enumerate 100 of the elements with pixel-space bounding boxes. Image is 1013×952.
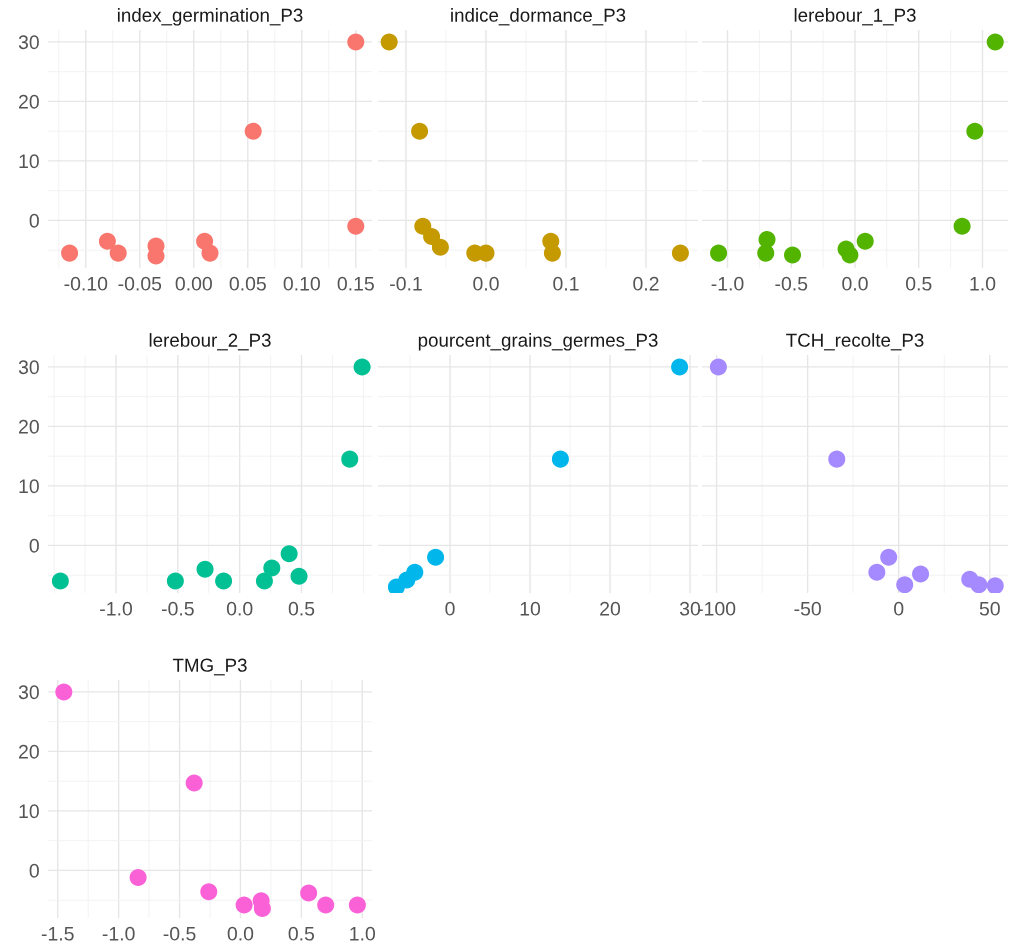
point [341, 450, 359, 468]
x-tick-label: -0.5 [775, 276, 808, 291]
point [912, 565, 930, 583]
chart-title: lerebour_1_P3 [794, 8, 916, 26]
x-tick-label: -50 [794, 601, 821, 616]
point [856, 232, 874, 250]
point [235, 896, 253, 914]
x-tick-label: 0.0 [842, 276, 868, 291]
point [896, 576, 914, 593]
y-tick-label: 20 [19, 94, 39, 109]
x-tick-label: -0.1 [390, 276, 422, 291]
point [671, 358, 689, 376]
chart-title: TCH_recolte_P3 [786, 333, 924, 351]
point [215, 572, 233, 590]
point [431, 238, 449, 256]
point [380, 33, 398, 51]
point [244, 122, 262, 140]
x-tick-label: 0.0 [227, 926, 254, 941]
x-tick-label: 20 [600, 601, 621, 616]
point [709, 358, 727, 376]
point [255, 572, 273, 590]
point [411, 122, 429, 140]
chart-title: lerebour_2_P3 [149, 333, 271, 351]
chart-title: pourcent_grains_germes_P3 [418, 333, 658, 351]
x-tick-label: 1.0 [350, 926, 376, 941]
point [868, 563, 886, 581]
point [757, 244, 775, 262]
x-tick-label: 0.00 [175, 276, 212, 291]
x-tick-label: 0 [894, 601, 904, 616]
point [347, 33, 365, 51]
x-tick-label: 0.05 [229, 276, 266, 291]
point [543, 244, 561, 262]
y-tick-label: 10 [19, 804, 39, 819]
y-tick-label: 0 [29, 538, 39, 553]
point [427, 548, 445, 566]
point [263, 559, 281, 577]
point [290, 567, 308, 585]
chart-title: index_germination_P3 [117, 8, 303, 26]
point [828, 450, 846, 468]
point [166, 572, 184, 590]
y-tick-label: 10 [19, 479, 39, 494]
x-tick-label: -0.5 [163, 926, 196, 941]
point [98, 232, 116, 250]
x-tick-label: 0 [445, 601, 455, 616]
x-tick-label: 1.0 [970, 276, 996, 291]
point [353, 358, 371, 376]
x-tick-label: -0.5 [161, 601, 194, 616]
point [841, 246, 859, 264]
point [671, 244, 689, 262]
point [185, 774, 203, 792]
point [551, 450, 569, 468]
point [784, 246, 802, 264]
x-tick-label: 0.2 [633, 276, 659, 291]
y-tick-label: 20 [19, 744, 39, 759]
point [317, 896, 335, 914]
point [55, 683, 73, 701]
y-tick-label: 10 [19, 154, 39, 169]
x-tick-label: 10 [520, 601, 541, 616]
point [880, 548, 898, 566]
point [986, 33, 1004, 51]
point [970, 576, 988, 593]
y-tick-label: 20 [19, 419, 39, 434]
point [129, 869, 147, 887]
x-tick-label: 50 [979, 601, 1000, 616]
point [710, 244, 728, 262]
y-tick-label: 30 [18, 360, 39, 375]
point [387, 578, 405, 593]
point [61, 244, 79, 262]
x-tick-label: 0.0 [226, 601, 253, 616]
point [196, 560, 214, 578]
x-tick-label: -1.0 [711, 276, 744, 291]
point [348, 896, 366, 914]
point [347, 217, 365, 235]
point [109, 244, 127, 262]
x-tick-label: -1.5 [41, 927, 74, 941]
y-tick-label: 0 [29, 863, 39, 878]
point [200, 883, 218, 901]
x-tick-label: 0.15 [337, 276, 374, 291]
point [986, 577, 1004, 593]
point [280, 545, 298, 563]
chart-title: TMG_P3 [172, 658, 247, 676]
y-tick-label: 0 [29, 213, 39, 228]
point [953, 217, 971, 235]
x-tick-label: -1.0 [100, 601, 133, 616]
point [51, 572, 69, 590]
x-tick-label: 0.1 [553, 276, 579, 291]
x-tick-label: 0.10 [283, 276, 320, 291]
x-tick-label: -1.0 [102, 926, 135, 941]
point [201, 244, 219, 262]
y-tick-label: 30 [18, 35, 39, 50]
x-tick-label: 0.5 [288, 601, 315, 616]
chart-title: indice_dormance_P3 [451, 8, 626, 26]
point [300, 884, 318, 902]
point [423, 227, 441, 245]
x-tick-label: 0.0 [473, 276, 499, 291]
y-tick-label: 30 [18, 685, 39, 700]
x-tick-label: 0.5 [906, 276, 932, 291]
point [966, 122, 984, 140]
x-tick-label: 0.5 [288, 926, 315, 941]
x-tick-label: -0.10 [64, 276, 108, 291]
